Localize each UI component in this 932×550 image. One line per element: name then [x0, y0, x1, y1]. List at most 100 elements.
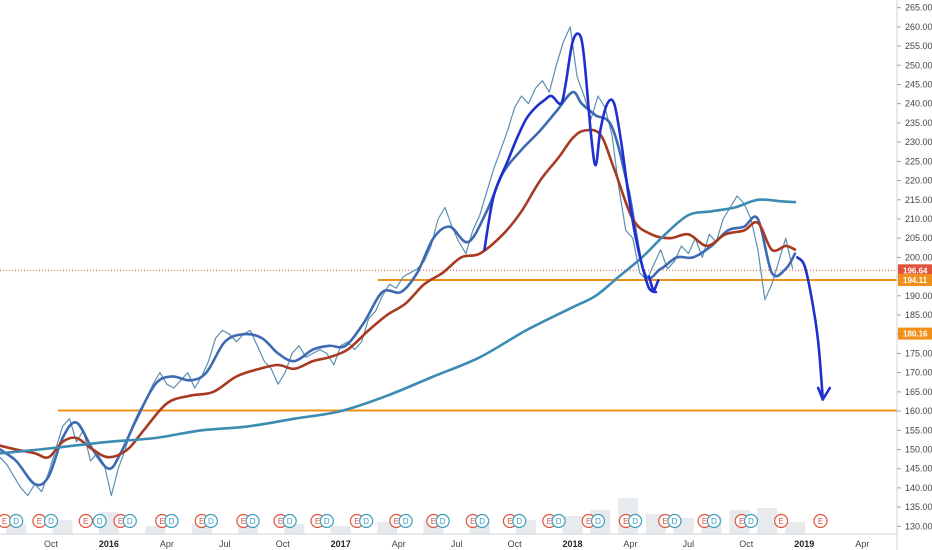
time-axis-tick-label: Oct [44, 539, 59, 549]
price-axis-tick-label: 245.00 [905, 80, 932, 90]
price-tag-label: 180.16 [903, 330, 928, 339]
time-axis-tick-label: Apr [855, 539, 869, 549]
event-marker-circle [122, 513, 137, 529]
price-axis-tick-label: 210.00 [905, 214, 932, 224]
event-marker-label: E [739, 517, 744, 526]
moving-average-line [0, 128, 797, 459]
event-marker-circle [813, 513, 828, 529]
price-tag-label: 194.11 [903, 276, 928, 285]
event-marker[interactable]: D [398, 513, 413, 529]
volume-bar [562, 516, 583, 534]
event-marker-label: E [547, 517, 552, 526]
event-marker-label: E [431, 517, 436, 526]
volume-bar [191, 524, 212, 534]
event-marker-label: E [315, 517, 320, 526]
event-marker[interactable]: D [164, 513, 179, 529]
volume-bar [6, 524, 27, 534]
price-axis-tick-label: 185.00 [905, 310, 932, 320]
event-marker-circle [78, 513, 93, 529]
horizontal-lines[interactable] [0, 269, 897, 412]
price-axis-tick-label: 160.00 [905, 406, 932, 416]
event-marker[interactable]: D [475, 513, 490, 529]
event-marker-label: E [278, 517, 283, 526]
drawn-annotation [483, 32, 658, 294]
event-marker-circle [319, 513, 334, 529]
event-marker[interactable]: E [773, 513, 789, 529]
event-marker-circle [667, 513, 682, 529]
moving-average-line [0, 198, 797, 455]
time-axis-tick-label: Jul [451, 539, 463, 549]
event-marker[interactable]: D [667, 513, 682, 529]
event-marker-label: E [160, 517, 165, 526]
volume-bar [330, 526, 351, 534]
price-axis-tick-label: 165.00 [905, 387, 932, 397]
event-marker-circle [43, 513, 59, 529]
event-marker-label: D [363, 517, 369, 526]
event-marker-label: D [556, 517, 562, 526]
price-axis-tick-label: 150.00 [905, 445, 932, 455]
event-marker[interactable]: E [78, 513, 93, 529]
event-marker-label: E [507, 517, 512, 526]
price-axis-tick-label: 175.00 [905, 348, 932, 358]
event-marker-label: D [127, 517, 133, 526]
event-marker-circle [590, 513, 606, 529]
event-marker[interactable]: D [743, 513, 759, 529]
event-marker[interactable]: D [282, 513, 297, 529]
event-marker[interactable]: D [551, 513, 566, 529]
event-marker-label: E [118, 517, 123, 526]
time-axis-tick-label: 2016 [99, 539, 119, 549]
event-marker-label: E [818, 517, 823, 526]
event-marker-label: D [672, 517, 678, 526]
price-axis-tick-label: 235.00 [905, 118, 932, 128]
arrowhead [647, 275, 660, 294]
event-marker[interactable]: D [319, 513, 334, 529]
event-marker-label: D [250, 517, 256, 526]
event-marker-circle [245, 513, 260, 529]
price-axis-tick-label: 145.00 [905, 464, 932, 474]
event-marker[interactable]: D [43, 513, 59, 529]
price-axis-tick-label: 260.00 [905, 22, 932, 32]
event-marker-label: E [37, 517, 42, 526]
event-marker-label: D [287, 517, 293, 526]
event-marker[interactable]: D [9, 513, 24, 529]
event-marker[interactable]: D [92, 513, 107, 529]
price-axis-tick-label: 250.00 [905, 60, 932, 70]
volume-bar [145, 526, 166, 534]
event-marker[interactable]: D [590, 513, 606, 529]
event-marker[interactable]: D [359, 513, 374, 529]
price-tag-label: 196.64 [903, 266, 928, 275]
event-marker-label: E [394, 517, 399, 526]
event-marker[interactable]: D [203, 513, 218, 529]
event-marker-circle [92, 513, 107, 529]
event-marker-label: E [470, 517, 475, 526]
time-axis-tick-label: Jul [219, 539, 231, 549]
moving-average-line [0, 90, 797, 487]
price-axis-tick-label: 170.00 [905, 368, 932, 378]
event-marker[interactable]: D [435, 513, 450, 529]
price-axis-tick-label: 205.00 [905, 233, 932, 243]
event-marker-circle [743, 513, 759, 529]
price-axis-tick-label: 130.00 [905, 521, 932, 531]
event-marker[interactable]: D [627, 513, 643, 529]
annotations [483, 32, 832, 401]
event-marker[interactable]: D [122, 513, 137, 529]
event-marker-label: D [711, 517, 717, 526]
volume-bar [785, 522, 805, 534]
event-marker-label: E [241, 517, 246, 526]
drawn-annotation [796, 256, 825, 401]
event-marker[interactable]: D [706, 513, 722, 529]
event-marker[interactable]: D [245, 513, 260, 529]
event-marker-circle [9, 513, 24, 529]
price-axis-tick-label: 215.00 [905, 195, 932, 205]
event-marker[interactable]: E [813, 513, 828, 529]
price-axis-tick-label: 140.00 [905, 483, 932, 493]
event-marker-circle [203, 513, 218, 529]
event-marker-circle [551, 513, 566, 529]
event-marker-label: E [586, 517, 591, 526]
price-axis-tick-label: 240.00 [905, 99, 932, 109]
volume-bar [284, 524, 305, 534]
event-marker-label: D [403, 517, 409, 526]
event-marker[interactable]: D [512, 513, 527, 529]
